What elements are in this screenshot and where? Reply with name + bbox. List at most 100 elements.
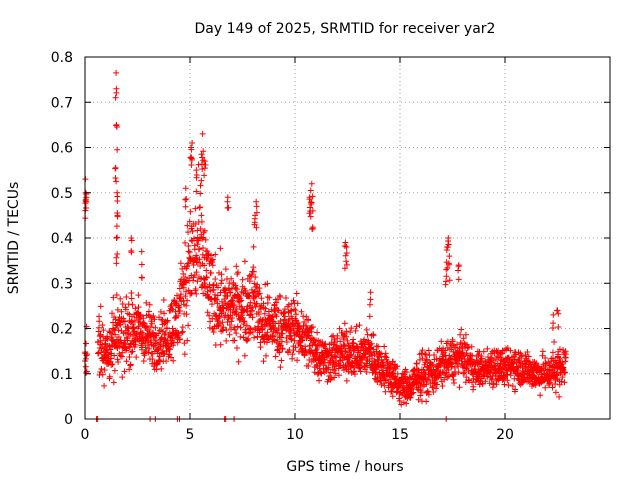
data-point <box>560 364 567 371</box>
data-point <box>121 368 128 375</box>
data-point <box>342 239 349 246</box>
data-point <box>505 355 512 362</box>
data-point <box>251 215 258 222</box>
data-point <box>197 225 204 232</box>
data-point <box>403 400 410 407</box>
data-point <box>419 347 426 354</box>
data-point <box>213 296 220 303</box>
data-point <box>117 352 124 359</box>
data-point <box>132 341 139 348</box>
data-point <box>113 122 120 129</box>
data-point <box>417 392 424 399</box>
data-point <box>83 204 90 211</box>
data-point <box>249 304 256 311</box>
data-point <box>175 332 182 339</box>
data-point <box>148 320 155 327</box>
data-point <box>128 237 135 244</box>
data-point <box>202 161 209 168</box>
y-tick-label: 0.8 <box>51 50 73 66</box>
data-point <box>352 327 359 334</box>
data-point <box>106 373 113 380</box>
data-point <box>185 322 192 329</box>
data-point <box>157 308 164 315</box>
data-point <box>443 273 450 280</box>
data-point <box>209 256 216 263</box>
data-point <box>446 352 453 359</box>
data-point <box>305 362 312 369</box>
data-point <box>328 351 335 358</box>
data-point <box>117 321 124 328</box>
data-point <box>348 351 355 358</box>
data-point <box>335 372 342 379</box>
data-point <box>556 355 563 362</box>
data-point <box>250 289 257 296</box>
data-point <box>357 368 364 375</box>
data-point <box>158 365 165 372</box>
x-tick-label: 0 <box>81 427 90 443</box>
data-point <box>232 282 239 289</box>
data-point <box>306 196 313 203</box>
data-point <box>546 379 553 386</box>
data-point <box>556 346 563 353</box>
data-point <box>308 180 315 187</box>
data-point <box>193 269 200 276</box>
data-point <box>553 371 560 378</box>
data-point <box>113 235 120 241</box>
data-point <box>304 316 311 323</box>
data-point <box>542 354 549 361</box>
data-point <box>99 371 106 378</box>
data-point <box>445 237 452 244</box>
data-point <box>194 278 201 285</box>
data-point <box>229 315 236 322</box>
data-point <box>182 203 189 210</box>
data-point <box>331 363 338 370</box>
data-point <box>99 322 106 329</box>
data-point <box>188 161 195 168</box>
data-point <box>390 370 397 377</box>
grid-lines <box>85 57 610 419</box>
data-point <box>215 284 222 291</box>
data-point <box>179 329 186 336</box>
data-point <box>343 328 350 335</box>
data-point <box>198 218 205 225</box>
data-point <box>240 321 247 328</box>
data-point <box>224 293 231 300</box>
data-point <box>83 340 90 347</box>
data-point <box>128 295 135 302</box>
data-point <box>113 292 120 299</box>
data-point <box>111 367 118 374</box>
data-point <box>146 301 153 308</box>
data-point <box>256 285 263 292</box>
data-point <box>539 348 546 355</box>
data-point <box>437 374 444 381</box>
data-point <box>388 388 395 395</box>
data-point <box>223 327 230 334</box>
data-point <box>217 341 224 348</box>
data-point <box>341 265 348 272</box>
data-point <box>433 385 440 392</box>
data-point <box>209 315 216 322</box>
data-point <box>115 334 122 341</box>
data-point <box>460 335 467 342</box>
data-point <box>279 330 286 337</box>
data-point <box>433 381 440 388</box>
y-tick-label: 0.6 <box>51 141 73 157</box>
data-point <box>214 292 221 299</box>
data-point <box>246 293 253 300</box>
data-point <box>522 352 529 359</box>
data-point <box>456 384 463 391</box>
data-point <box>129 301 136 308</box>
data-point <box>261 310 268 317</box>
data-point <box>114 306 121 313</box>
data-point <box>202 236 209 243</box>
data-point <box>123 358 130 365</box>
data-point <box>198 212 205 219</box>
data-point <box>255 309 262 316</box>
data-point <box>114 146 121 153</box>
data-point <box>298 308 305 315</box>
data-point <box>197 182 204 189</box>
data-point <box>169 335 176 342</box>
data-point <box>254 281 261 288</box>
data-point <box>361 340 368 347</box>
data-point <box>430 388 437 395</box>
